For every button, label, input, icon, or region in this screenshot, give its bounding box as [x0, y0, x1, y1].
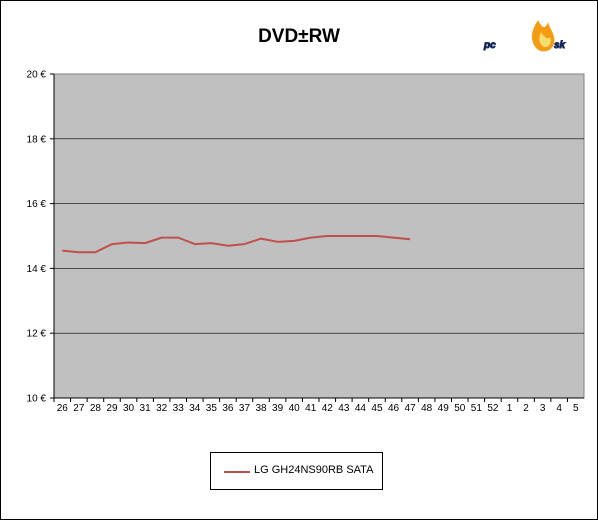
x-tick-label: 48 — [421, 403, 433, 414]
x-tick-label: 3 — [540, 403, 546, 414]
y-tick-label: 20 € — [27, 70, 47, 81]
x-tick-label: 39 — [272, 403, 284, 414]
x-tick-label: 2 — [523, 403, 529, 414]
x-tick-label: 42 — [322, 403, 334, 414]
y-tick-label: 10 € — [27, 394, 47, 405]
x-tick-label: 38 — [255, 403, 267, 414]
svg-text:sk: sk — [554, 40, 566, 51]
x-tick-label: 37 — [239, 403, 251, 414]
gridlines — [54, 138, 584, 334]
x-tick-label: 34 — [189, 403, 201, 414]
x-tick-label: 32 — [156, 403, 168, 414]
series-line — [62, 235, 411, 254]
x-tick-label: 29 — [106, 403, 118, 414]
pcosk-logo: pc sk — [483, 20, 566, 52]
x-tick-label: 36 — [222, 403, 234, 414]
x-tick-label: 40 — [289, 403, 301, 414]
x-tick-label: 27 — [73, 403, 85, 414]
x-tick-label: 41 — [305, 403, 317, 414]
x-tick-label: 46 — [388, 403, 400, 414]
legend: LG GH24NS90RB SATA — [210, 452, 383, 490]
x-tick-label: 51 — [471, 403, 483, 414]
x-tick-label: 5 — [573, 403, 579, 414]
y-tick-label: 16 € — [27, 199, 47, 210]
y-tick-label: 14 € — [27, 264, 47, 275]
legend-series-swatch — [224, 471, 250, 473]
x-tick-label: 52 — [487, 403, 499, 414]
x-tick-label: 26 — [57, 403, 69, 414]
x-axis-ticks: 26 27 28 29 30 31 32 33 34 35 36 37 38 39 40 41 42 43 44 45… — [53, 398, 579, 414]
x-tick-label: 28 — [90, 403, 102, 414]
y-tick-label: 12 € — [27, 329, 47, 340]
x-tick-label: 35 — [206, 403, 218, 414]
x-tick-label: 44 — [355, 403, 367, 414]
x-tick-label: 30 — [123, 403, 135, 414]
x-tick-label: 33 — [173, 403, 185, 414]
x-tick-label: 4 — [556, 403, 562, 414]
series-group — [62, 235, 411, 254]
legend-series-label: LG GH24NS90RB SATA — [254, 464, 374, 476]
y-tick-label: 18 € — [27, 134, 47, 145]
x-tick-label: 47 — [405, 403, 417, 414]
chart-title: DVD±RW — [258, 26, 340, 47]
x-tick-label: 31 — [140, 403, 152, 414]
x-tick-label: 49 — [438, 403, 450, 414]
x-tick-label: 50 — [454, 403, 466, 414]
x-tick-label: 45 — [371, 403, 383, 414]
x-tick-label: 43 — [338, 403, 350, 414]
x-tick-label: 1 — [507, 403, 513, 414]
svg-text:pc: pc — [483, 40, 496, 51]
